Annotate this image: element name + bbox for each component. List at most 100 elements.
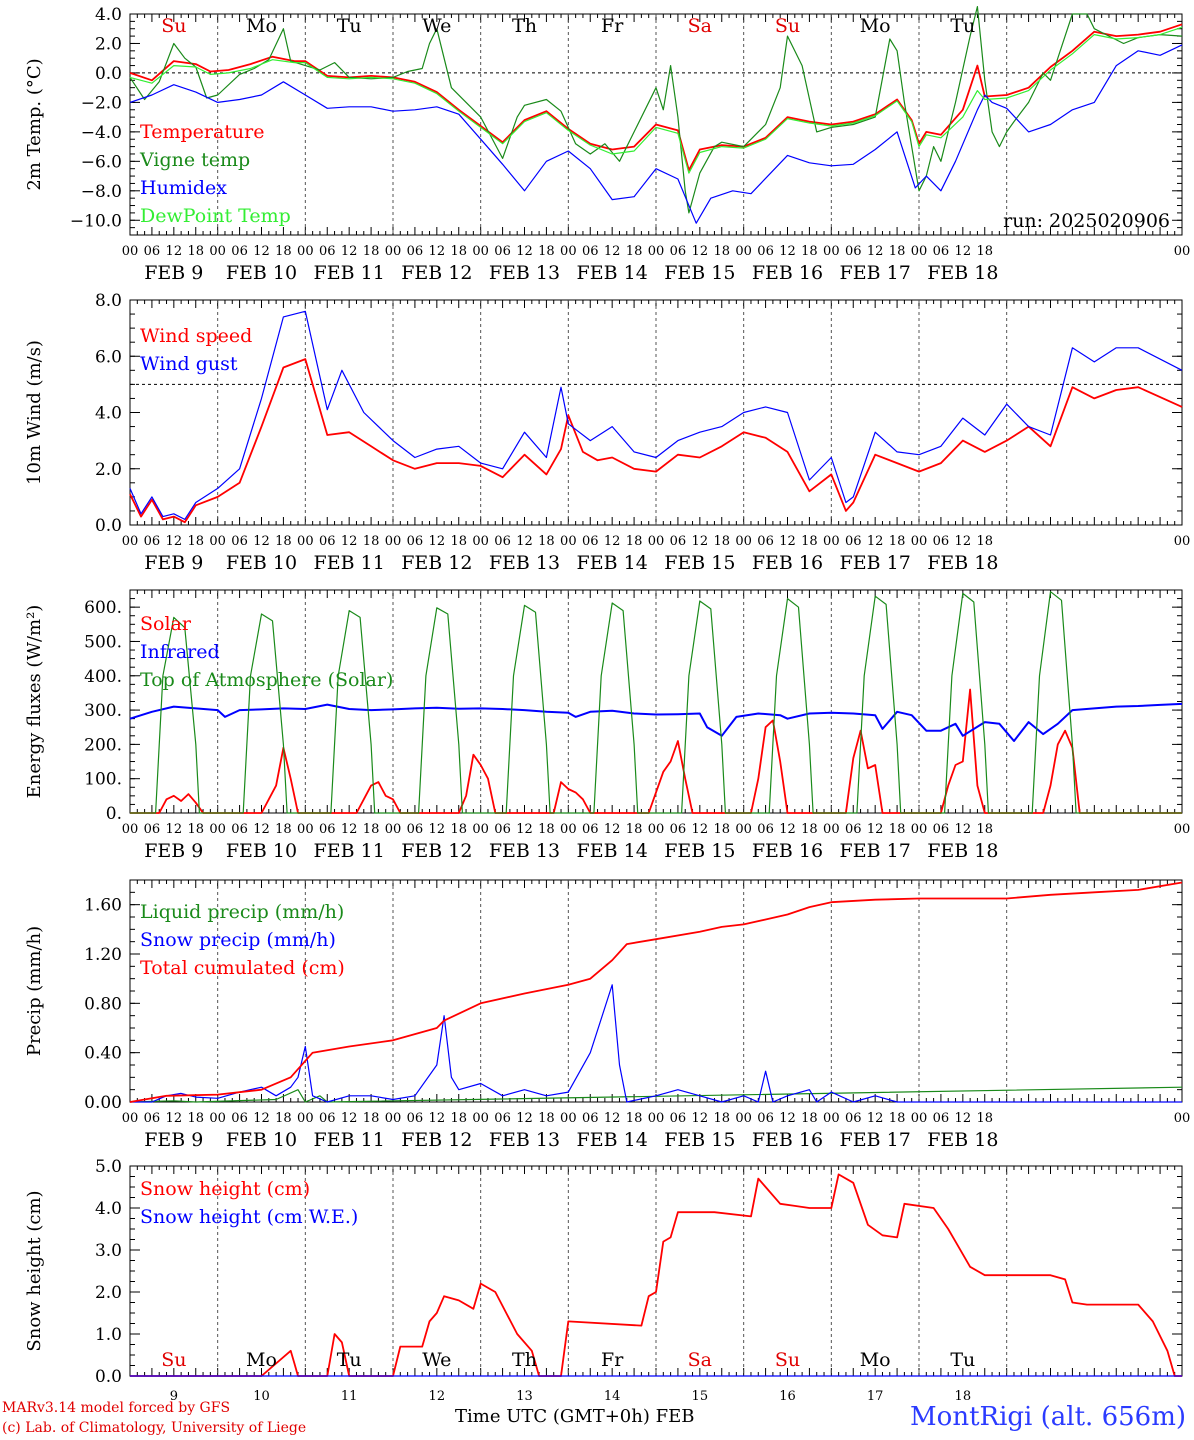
hour-tick-label: 12 (867, 244, 884, 259)
day-label: FEB 11 (314, 262, 385, 284)
hour-tick-label: 06 (757, 244, 774, 259)
hour-tick-label: 18 (626, 822, 643, 837)
day-label: FEB 12 (401, 1129, 472, 1151)
hour-tick-label: 18 (976, 534, 993, 549)
day-label: FEB 14 (577, 1129, 648, 1151)
y-tick-label: 8.0 (95, 291, 122, 311)
hour-tick-label: 18 (363, 822, 380, 837)
weekday-label: Tu (950, 1349, 975, 1371)
series-line-snow-precip-mm-h- (130, 984, 1182, 1103)
y-tick-label: 4.0 (95, 404, 122, 424)
hour-tick-label: 12 (604, 244, 621, 259)
hour-tick-label: 00 (648, 244, 665, 259)
legend-entry: Vigne temp (139, 149, 250, 171)
hour-tick-label: 06 (670, 822, 687, 837)
y-axis-label: Precip (mm/h) (24, 926, 45, 1056)
hour-tick-label: 00 (823, 534, 840, 549)
chart-panel-3: 0. 100. 200. 300. 400. 500. 600. Energy fluxes … (24, 589, 1190, 862)
day-number-label: 16 (779, 1389, 796, 1404)
hour-tick-label: 06 (933, 244, 950, 259)
hour-tick-label: 18 (713, 1111, 730, 1126)
series-line-top-of-atmosphere-solar- (130, 591, 1182, 814)
day-number-label: 13 (516, 1389, 533, 1404)
hour-tick-label: 00 (122, 244, 139, 259)
hour-tick-label: 06 (845, 534, 862, 549)
hour-tick-label: 00 (122, 534, 139, 549)
hour-tick-label: 06 (670, 534, 687, 549)
hour-tick-label: 12 (253, 1111, 270, 1126)
hour-tick-label: 12 (955, 534, 972, 549)
hour-tick-label: 06 (319, 1111, 336, 1126)
hour-tick-label: 00 (385, 244, 402, 259)
legend-entry: Total cumulated (cm) (140, 957, 345, 979)
hour-tick-label: 18 (363, 1111, 380, 1126)
y-tick-label: −6.0 (81, 152, 122, 172)
day-label: FEB 10 (226, 1129, 297, 1151)
day-number-label: 17 (867, 1389, 884, 1404)
weekday-label: Fr (601, 1349, 624, 1371)
hour-tick-label: 12 (516, 822, 533, 837)
day-number-label: 14 (604, 1389, 621, 1404)
y-tick-label: 2.0 (95, 1283, 122, 1303)
day-label: FEB 16 (752, 840, 823, 862)
hour-tick-label: 18 (889, 534, 906, 549)
hour-tick-label: 00 (823, 1111, 840, 1126)
hour-tick-label: 00 (472, 244, 489, 259)
hour-tick-label: 18 (450, 822, 467, 837)
x-axis-label: Time UTC (GMT+0h) FEB (455, 1406, 695, 1427)
hour-tick-label: 12 (692, 1111, 709, 1126)
hour-tick-label: 18 (450, 244, 467, 259)
hour-tick-label: 00 (297, 534, 314, 549)
legend-entry: Temperature (140, 121, 264, 143)
hour-tick-label: 18 (626, 1111, 643, 1126)
hour-tick-label: 18 (538, 1111, 555, 1126)
hour-tick-label: 18 (889, 1111, 906, 1126)
hour-tick-label: 18 (626, 244, 643, 259)
day-number-label: 11 (341, 1389, 358, 1404)
day-label: FEB 10 (226, 840, 297, 862)
hour-tick-label: 06 (407, 534, 424, 549)
hour-tick-label: 00 (911, 1111, 928, 1126)
y-tick-label: 0.0 (95, 1367, 122, 1387)
hour-tick-label: 18 (275, 534, 292, 549)
legend-entry: Infrared (140, 641, 220, 663)
hour-tick-label: 18 (713, 822, 730, 837)
day-label: FEB 15 (664, 840, 735, 862)
hour-tick-label: 12 (166, 822, 183, 837)
plot-frame (129, 589, 1183, 814)
hour-tick-label: 00 (209, 534, 226, 549)
series-line-liquid-precip-mm-h- (129, 1086, 1183, 1103)
hour-tick-label: 00 (735, 1111, 752, 1126)
day-label: FEB 11 (314, 552, 385, 574)
hour-tick-label: 18 (889, 244, 906, 259)
hour-tick-label: 00 (560, 822, 577, 837)
day-label: FEB 12 (401, 552, 472, 574)
hour-tick-label: 00 (1174, 1111, 1191, 1126)
legend-entry: Snow height (cm W.E.) (140, 1206, 358, 1228)
legend-entry: Wind speed (140, 325, 252, 347)
day-label: FEB 10 (226, 262, 297, 284)
hour-tick-label: 12 (955, 244, 972, 259)
hour-tick-label: 06 (319, 822, 336, 837)
y-tick-label: 1.60 (84, 896, 122, 916)
series-line-snow-height-cm- (130, 1173, 1182, 1377)
day-label: FEB 10 (226, 552, 297, 574)
legend-entry: Snow precip (mm/h) (140, 929, 336, 951)
hour-tick-label: 12 (604, 822, 621, 837)
hour-tick-label: 00 (122, 822, 139, 837)
weekday-label: Mo (246, 15, 277, 37)
hour-tick-label: 18 (538, 534, 555, 549)
day-label: FEB 9 (144, 552, 203, 574)
hour-tick-label: 00 (122, 1111, 139, 1126)
hour-tick-label: 12 (779, 1111, 796, 1126)
series-line-solar (130, 688, 1182, 814)
hour-tick-label: 00 (735, 822, 752, 837)
hour-tick-label: 18 (976, 244, 993, 259)
hour-tick-label: 18 (363, 244, 380, 259)
y-tick-label: 3.0 (95, 1241, 122, 1261)
hour-tick-label: 18 (275, 244, 292, 259)
hour-tick-label: 18 (976, 1111, 993, 1126)
hour-tick-label: 00 (911, 244, 928, 259)
hour-tick-label: 12 (867, 534, 884, 549)
hour-tick-label: 06 (144, 822, 161, 837)
